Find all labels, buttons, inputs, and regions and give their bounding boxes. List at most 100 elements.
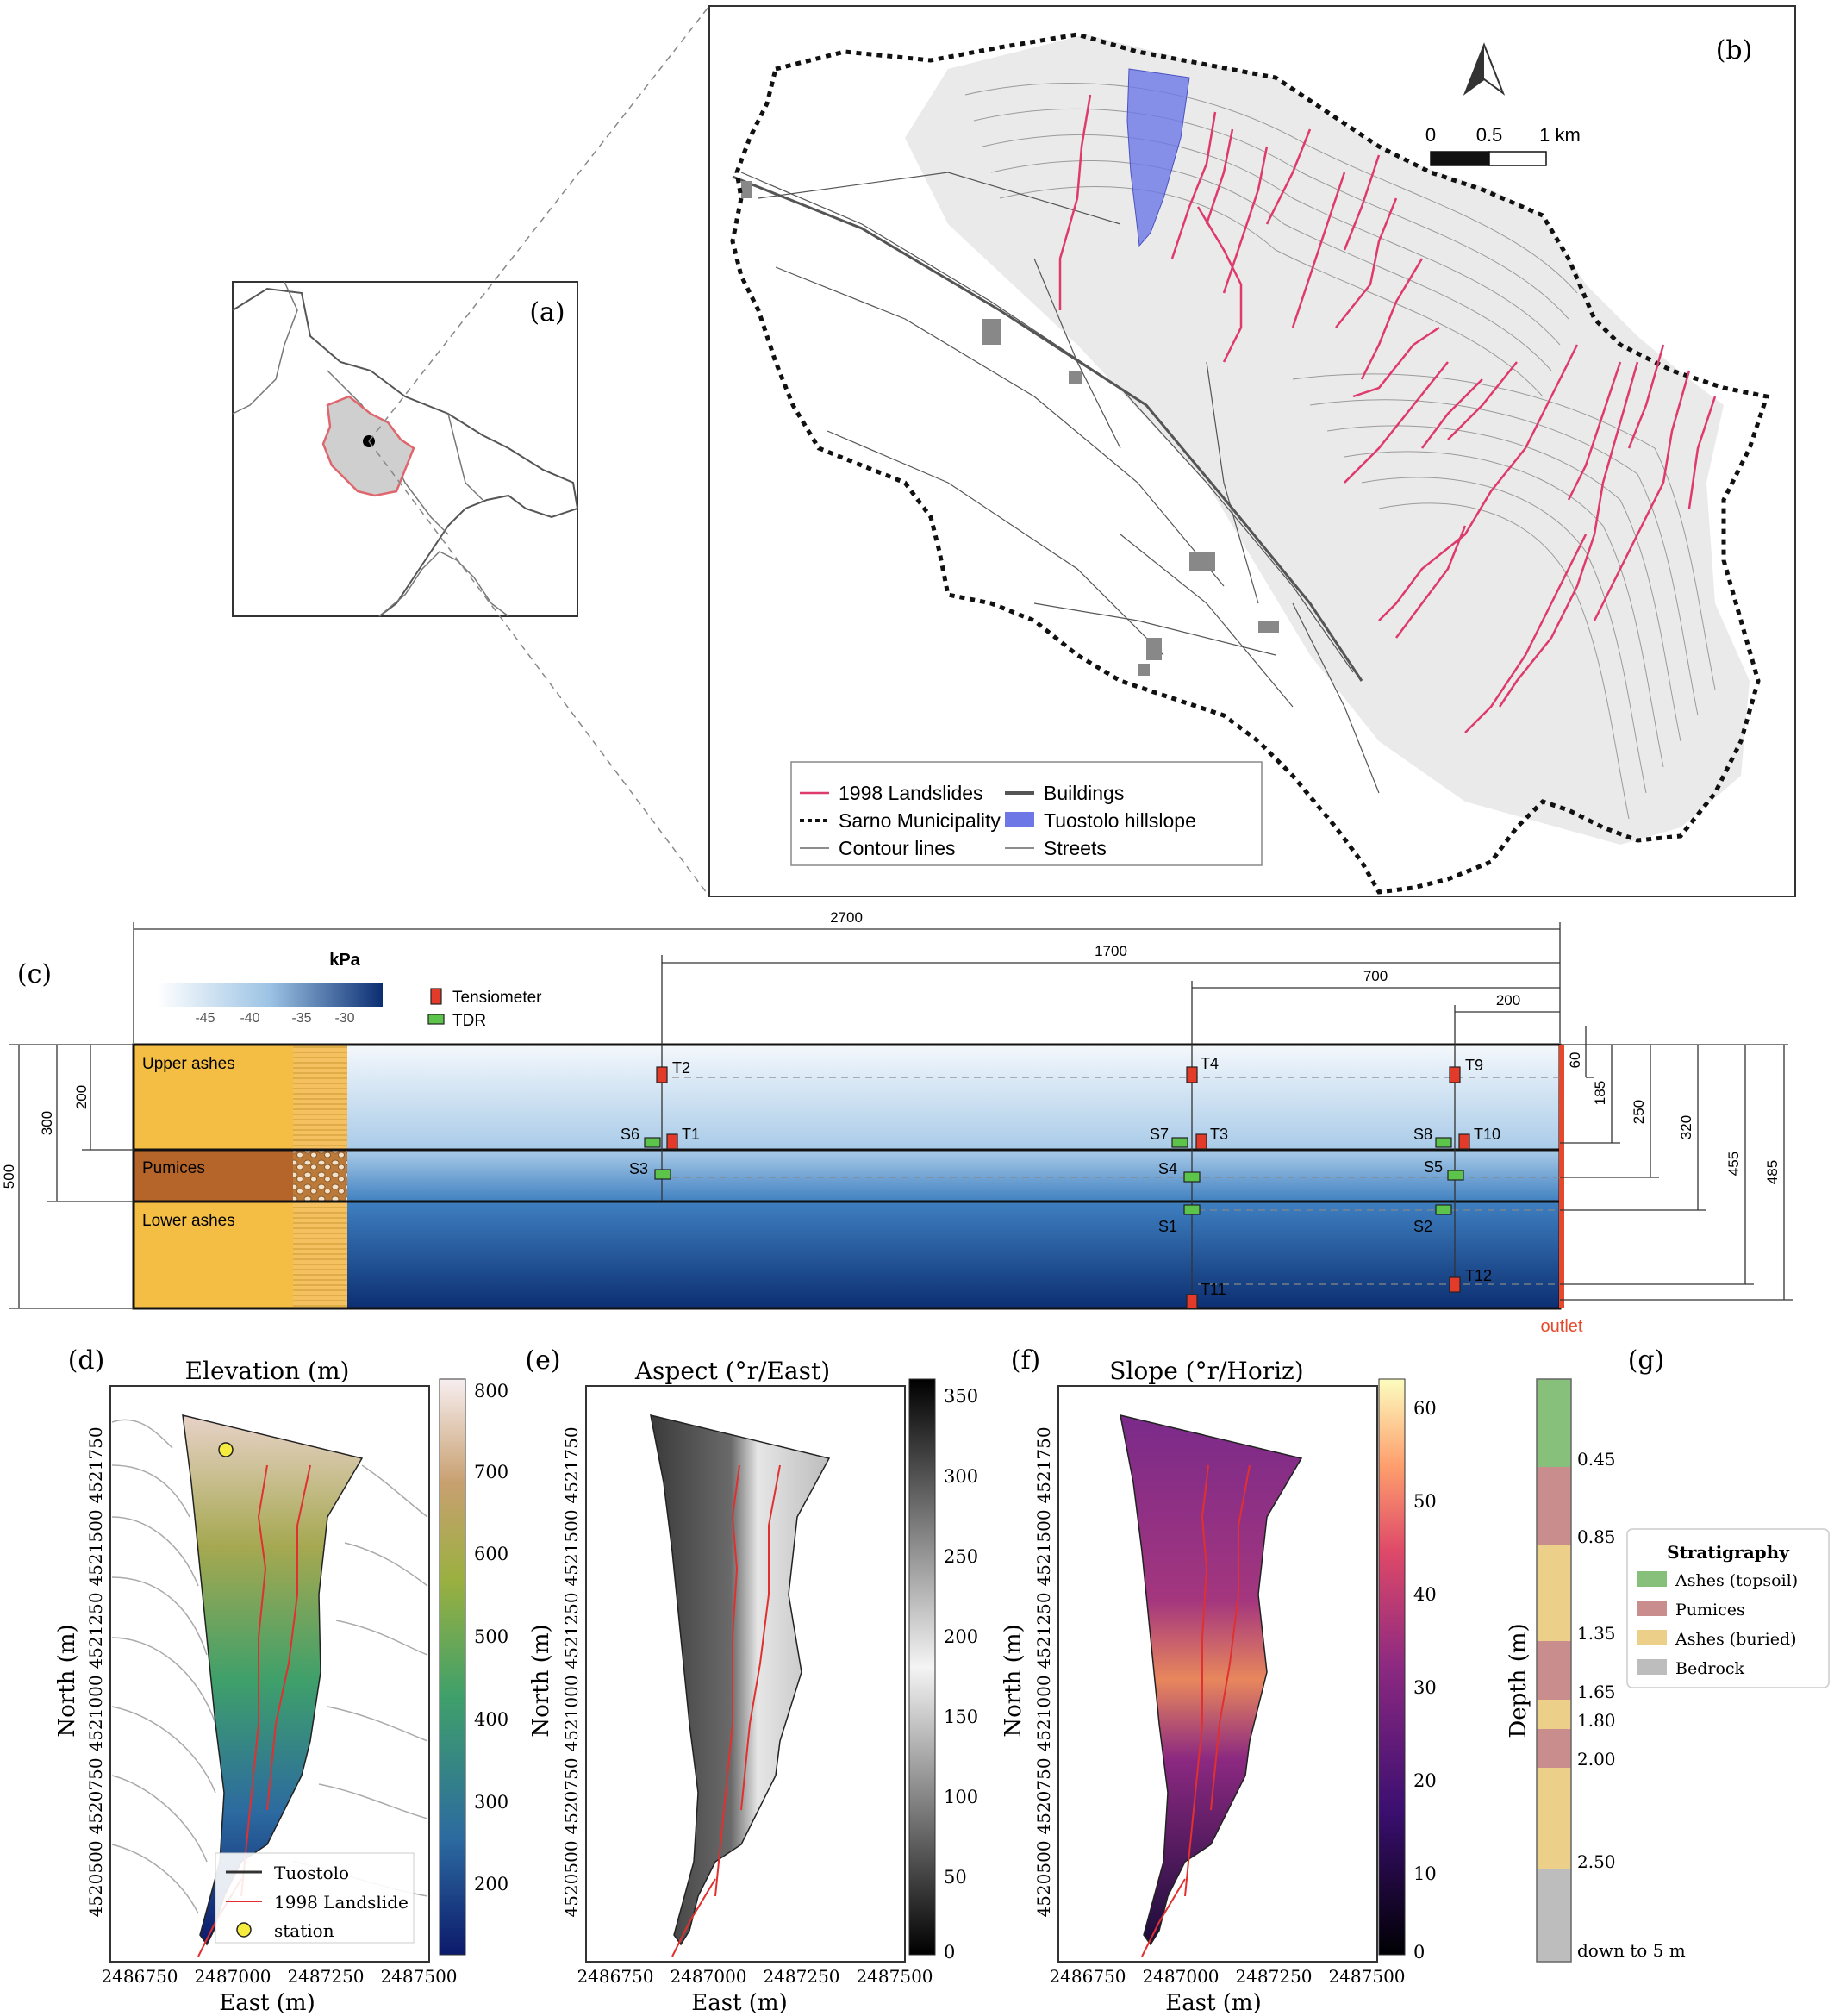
legend-buildings: Buildings [1044,782,1124,804]
scale-zero: 0 [1425,124,1436,146]
dim-60: 60 [1567,1052,1583,1069]
kpa-tick-30: -30 [334,1011,354,1026]
f-xtick-4: 2487500 [1328,1966,1405,1987]
legend-bedrock: Bedrock [1675,1659,1745,1678]
d-cbar-200: 200 [474,1874,508,1894]
d-cbar-600: 600 [474,1544,508,1564]
panel-c-section: (c) kPa -45 -40 -35 -30 Tensiometer TDR … [1,909,1793,1336]
dim-250: 250 [1631,1100,1647,1124]
dim-455: 455 [1725,1152,1742,1176]
strat-legend-title: Stratigraphy [1667,1542,1790,1563]
sensor-T9: T9 [1465,1057,1483,1074]
f-cbar-50: 50 [1413,1491,1437,1512]
d-cbar-800: 800 [474,1381,508,1401]
e-cbar-350: 350 [944,1386,978,1407]
depth-135: 1.35 [1577,1623,1616,1644]
panel-e-aspect: (e) Aspect (°r/East) 2486750 2487000 248… [525,1345,978,2016]
landslides-1998 [1058,94,1717,733]
kpa-title: kPa [329,951,360,970]
depth-180: 1.80 [1577,1710,1616,1731]
e-cbar-150: 150 [944,1707,978,1727]
dim-300: 300 [39,1111,55,1135]
f-cbar-30: 30 [1413,1677,1437,1698]
scale-half: 0.5 [1476,124,1503,146]
sensor-T11: T11 [1201,1281,1226,1298]
panel-label-e: (e) [525,1345,560,1376]
e-ylabel: North (m) [528,1624,554,1737]
map-legend: 1998 Landslides Buildings Sarno Municipa… [790,761,1263,866]
d-xtick-3: 2487250 [287,1966,364,1987]
g-ylabel: Depth (m) [1506,1623,1531,1738]
sensor-S7: S7 [1150,1126,1169,1143]
d-ytick-2: 4521500 [85,1509,106,1586]
d-cbar-300: 300 [474,1792,508,1813]
outlet-label: outlet [1541,1317,1583,1336]
legend-ashes-buried: Ashes (buried) [1675,1630,1797,1649]
sensor-T12: T12 [1465,1267,1492,1284]
elevation-colorbar [439,1378,466,1956]
e-xtick-3: 2487250 [763,1966,839,1987]
dim-185: 185 [1592,1081,1608,1105]
f-ytick-1: 4521750 [1033,1426,1054,1503]
f-xtick-2: 2487000 [1142,1966,1219,1987]
layer-upper-ashes: Upper ashes [142,1055,235,1073]
e-ytick-2: 4521500 [561,1509,582,1586]
scale-bar: 0 0.5 1 km [1425,124,1581,166]
f-ytick-6: 4520500 [1033,1840,1054,1917]
legend-landslides: 1998 Landslides [839,782,983,804]
dim-485: 485 [1764,1160,1781,1184]
sensor-S1: S1 [1158,1218,1177,1235]
d-xtick-1: 2486750 [101,1966,178,1987]
dim-320: 320 [1678,1115,1694,1139]
e-cbar-200: 200 [944,1626,978,1647]
legend-ashes-topsoil: Ashes (topsoil) [1675,1571,1798,1590]
sensor-T4: T4 [1201,1055,1219,1072]
sensor-T10: T10 [1474,1126,1500,1143]
d-ytick-5: 4520750 [85,1757,106,1834]
sensor-S4: S4 [1158,1160,1177,1177]
panel-b-sarno-map: 0 0.5 1 km (b) 1998 Landslides Buildings… [708,5,1796,897]
d-ytick-4: 4521000 [85,1675,106,1751]
dim-1700: 1700 [1095,943,1127,959]
tuostolo-hillslope [1126,68,1190,247]
f-ytick-5: 4520750 [1033,1757,1054,1834]
f-cbar-60: 60 [1413,1398,1437,1419]
d-ytick-3: 4521250 [85,1592,106,1669]
panel-d-elevation: (d) Elevation (m) Tuost [54,1345,508,2016]
depth-165: 1.65 [1577,1682,1616,1702]
d-cbar-700: 700 [474,1462,508,1482]
e-cbar-300: 300 [944,1466,978,1487]
panel-label-d: (d) [68,1345,105,1376]
e-cbar-100: 100 [944,1787,978,1807]
legend-station: station [274,1920,334,1941]
depth-250: 2.50 [1577,1851,1616,1872]
e-cbar-250: 250 [944,1546,978,1567]
legend-pumices: Pumices [1675,1601,1745,1620]
d-cbar-400: 400 [474,1709,508,1730]
legend-streets: Streets [1044,837,1107,859]
slope-title: Slope (°r/Horiz) [1109,1357,1303,1385]
panel-label-b: (b) [1716,35,1753,66]
f-cbar-10: 10 [1413,1863,1437,1884]
f-ytick-2: 4521500 [1033,1509,1054,1586]
f-cbar-20: 20 [1413,1770,1437,1791]
f-xtick-1: 2486750 [1049,1966,1126,1987]
tuostolo-slope-shape [1120,1414,1303,1946]
depth-bottom: down to 5 m [1577,1940,1686,1961]
f-ylabel: North (m) [1001,1624,1026,1737]
e-ytick-6: 4520500 [561,1840,582,1917]
scale-one: 1 km [1539,124,1581,146]
legend-hillslope: Tuostolo hillslope [1044,809,1196,832]
e-xtick-1: 2486750 [577,1966,653,1987]
e-xtick-4: 2487500 [856,1966,933,1987]
layer-pumices: Pumices [142,1159,205,1177]
sensor-T3: T3 [1210,1126,1228,1143]
d-ytick-1: 4521750 [85,1426,106,1503]
f-ytick-4: 4521000 [1033,1675,1054,1751]
d-ytick-6: 4520500 [85,1840,106,1917]
f-xlabel: East (m) [1165,1990,1261,2016]
north-arrow [1463,42,1506,96]
aspect-title: Aspect (°r/East) [634,1357,830,1385]
elevation-title: Elevation (m) [185,1357,350,1385]
